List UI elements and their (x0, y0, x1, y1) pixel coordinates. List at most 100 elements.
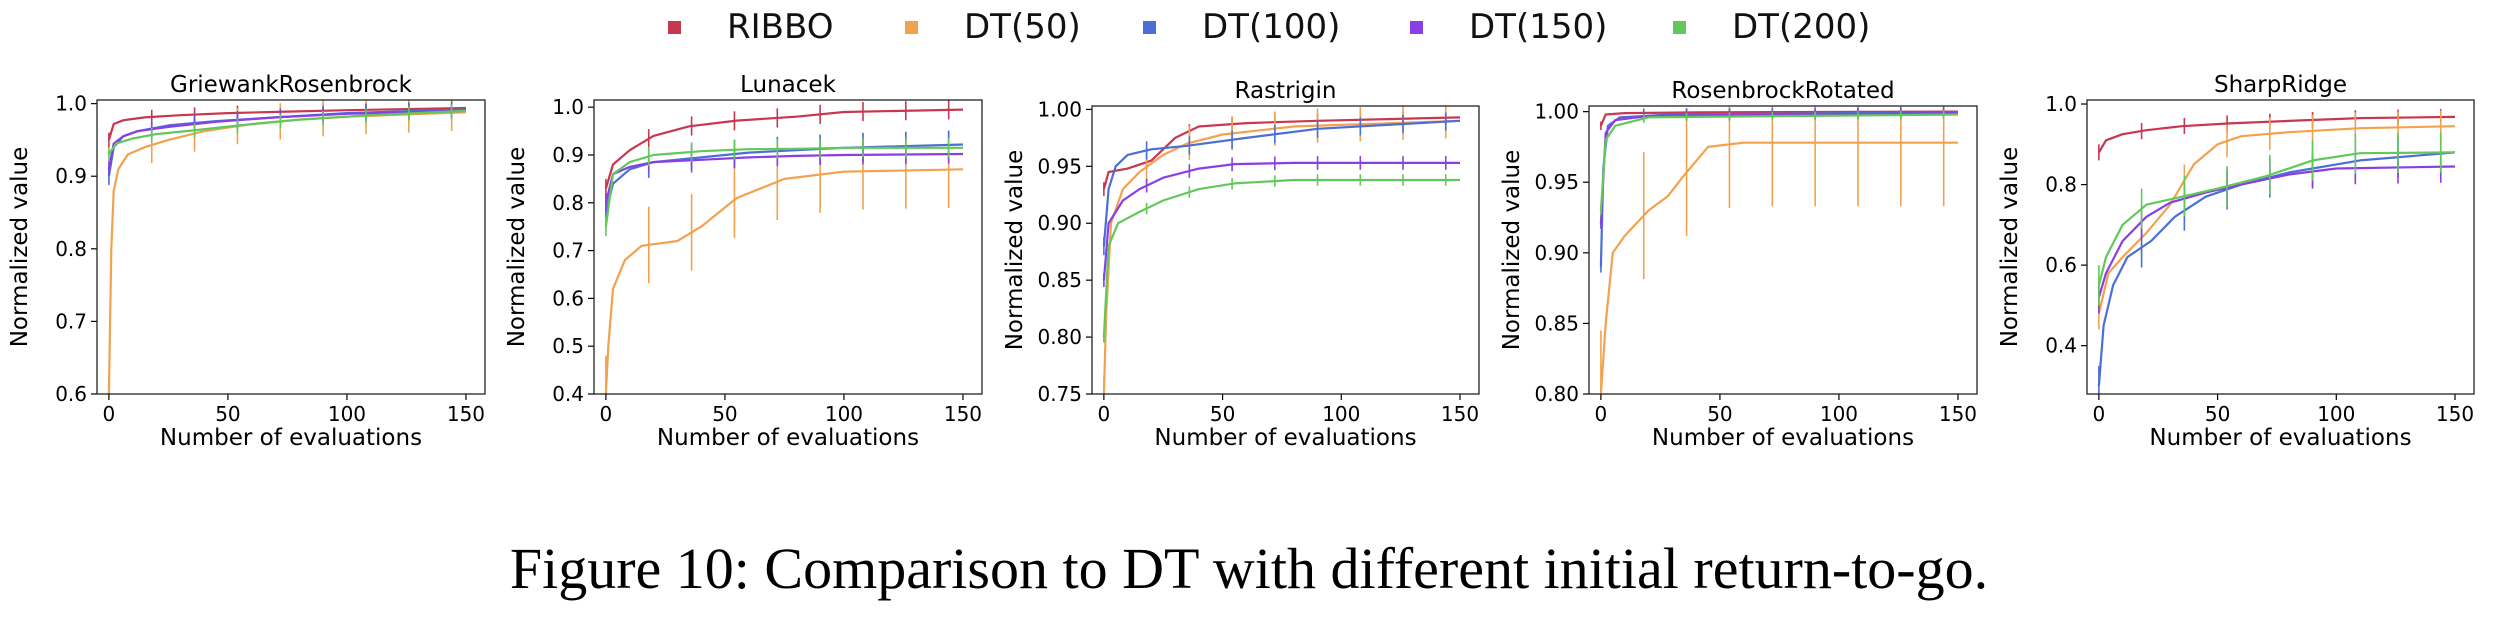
chart-title: Lunacek (740, 72, 836, 98)
legend-swatch (905, 20, 918, 34)
x-tick-label: 100 (1322, 402, 1360, 426)
x-tick-label: 0 (103, 402, 116, 426)
y-tick-label: 0.8 (55, 237, 87, 261)
legend-item: DT(200) (1673, 4, 1870, 50)
y-tick-label: 0.6 (552, 286, 584, 310)
x-tick-label: 100 (328, 402, 366, 426)
y-tick-label: 0.5 (552, 334, 584, 358)
x-axis-label: Number of evaluations (160, 425, 422, 451)
plot-frame (2086, 99, 2475, 395)
x-tick-label: 100 (2317, 402, 2355, 426)
figure-caption: Figure 10: Comparison to DT with differe… (509, 536, 1989, 601)
x-tick-label: 150 (2436, 402, 2474, 426)
y-axis-label: Normalized value (7, 147, 33, 348)
legend-swatch (1410, 20, 1423, 34)
series-group (1102, 106, 1461, 394)
x-tick-label: 100 (1820, 402, 1858, 426)
legend-label: DT(50) (964, 7, 1081, 47)
legend-swatch (1673, 20, 1686, 34)
y-tick-label: 0.7 (55, 309, 87, 333)
series-line (1102, 119, 1461, 394)
series-line (604, 152, 964, 204)
x-tick-label: 0 (2093, 402, 2106, 426)
y-tick-label: 0.90 (1534, 241, 1579, 265)
x-tick-label: 0 (1595, 402, 1608, 426)
legend-swatch (1143, 20, 1156, 34)
series-line (604, 146, 963, 227)
legend-swatch (668, 20, 681, 34)
x-axis-label: Number of evaluations (1154, 425, 1416, 451)
y-tick-label: 1.00 (1534, 100, 1579, 124)
legend-item: RIBBO (668, 4, 833, 50)
x-tick-label: 100 (825, 402, 863, 426)
y-tick-label: 0.6 (2045, 253, 2077, 277)
x-tick-label: 50 (1210, 402, 1235, 426)
series-group (1599, 106, 1959, 394)
series-group (604, 100, 964, 394)
y-tick-label: 0.8 (552, 191, 584, 215)
chart-panel: GriewankRosenbrock 0 50 100 150 0.6 0.7 0.8 0.9 1… (7, 72, 486, 451)
series-group (2097, 109, 2456, 394)
series-line (604, 168, 964, 394)
x-tick-label: 50 (712, 402, 737, 426)
charts-figure: GriewankRosenbrock 0 50 100 150 0.6 0.7 0.8 0.9 1… (7, 72, 2475, 451)
y-axis-label: Normalized value (1997, 147, 2023, 348)
chart-title: RosenbrockRotated (1671, 78, 1894, 104)
legend-label: RIBBO (727, 7, 834, 47)
plot-frame (1091, 105, 1480, 395)
series-line (2097, 125, 2456, 314)
y-tick-label: 0.4 (2045, 334, 2077, 358)
y-tick-label: 0.8 (2045, 173, 2077, 197)
legend-item: DT(50) (905, 4, 1081, 50)
y-tick-label: 0.4 (552, 382, 584, 406)
plot-frame (96, 99, 486, 395)
series-line (2097, 165, 2456, 298)
series-line (107, 109, 467, 156)
legend-label: DT(200) (1732, 7, 1871, 47)
y-tick-label: 0.85 (1534, 311, 1579, 335)
series-line (2097, 151, 2456, 286)
y-tick-label: 1.0 (552, 95, 584, 119)
chart-title: Rastrigin (1235, 78, 1337, 104)
y-tick-label: 0.85 (1037, 268, 1082, 292)
x-tick-label: 150 (1939, 402, 1977, 426)
y-tick-label: 0.6 (55, 382, 87, 406)
series-line (1599, 110, 1959, 127)
x-tick-label: 150 (447, 402, 485, 426)
y-axis-label: Normalized value (1499, 150, 1525, 351)
x-tick-label: 150 (1441, 402, 1479, 426)
series-line (107, 106, 467, 141)
y-tick-label: 0.7 (552, 239, 584, 263)
y-tick-label: 0.80 (1037, 325, 1082, 349)
series-line (1599, 112, 1959, 225)
chart-panel: Rastrigin 0 50 100 150 0.75 0.80 0.85 0.90 0.95 1.… (1002, 78, 1480, 451)
x-tick-label: 50 (2205, 402, 2230, 426)
legend-label: DT(150) (1469, 7, 1608, 47)
series-line (1599, 141, 1958, 394)
chart-title: SharpRidge (2214, 72, 2347, 98)
y-tick-label: 1.0 (2045, 92, 2077, 116)
y-tick-label: 1.00 (1037, 97, 1082, 121)
legend: RIBBO DT(50) DT(100) DT(150) DT(200) (0, 0, 2498, 56)
x-axis-label: Number of evaluations (1652, 425, 1914, 451)
series-line (2097, 151, 2456, 386)
y-tick-label: 0.80 (1534, 382, 1579, 406)
y-tick-label: 0.95 (1534, 170, 1579, 194)
x-tick-label: 0 (600, 402, 613, 426)
series-line (107, 111, 467, 394)
x-axis-label: Number of evaluations (657, 425, 919, 451)
chart-panel: Lunacek 0 50 100 150 0.4 0.5 0.6 0.7 0.8 0.9 1.0 Num… (504, 72, 983, 451)
y-tick-label: 0.9 (55, 164, 87, 188)
x-tick-label: 50 (215, 402, 240, 426)
plot-frame (593, 99, 983, 395)
plot-frame (1588, 105, 1978, 395)
x-tick-label: 0 (1098, 402, 1111, 426)
chart-title: GriewankRosenbrock (170, 72, 413, 98)
y-tick-label: 1.0 (55, 92, 87, 116)
series-line (604, 108, 964, 189)
y-axis-label: Normalized value (1002, 150, 1028, 351)
series-line (2097, 115, 2456, 153)
y-tick-label: 0.75 (1037, 382, 1082, 406)
legend-item: DT(150) (1410, 4, 1607, 50)
legend-item: DT(100) (1143, 4, 1340, 50)
